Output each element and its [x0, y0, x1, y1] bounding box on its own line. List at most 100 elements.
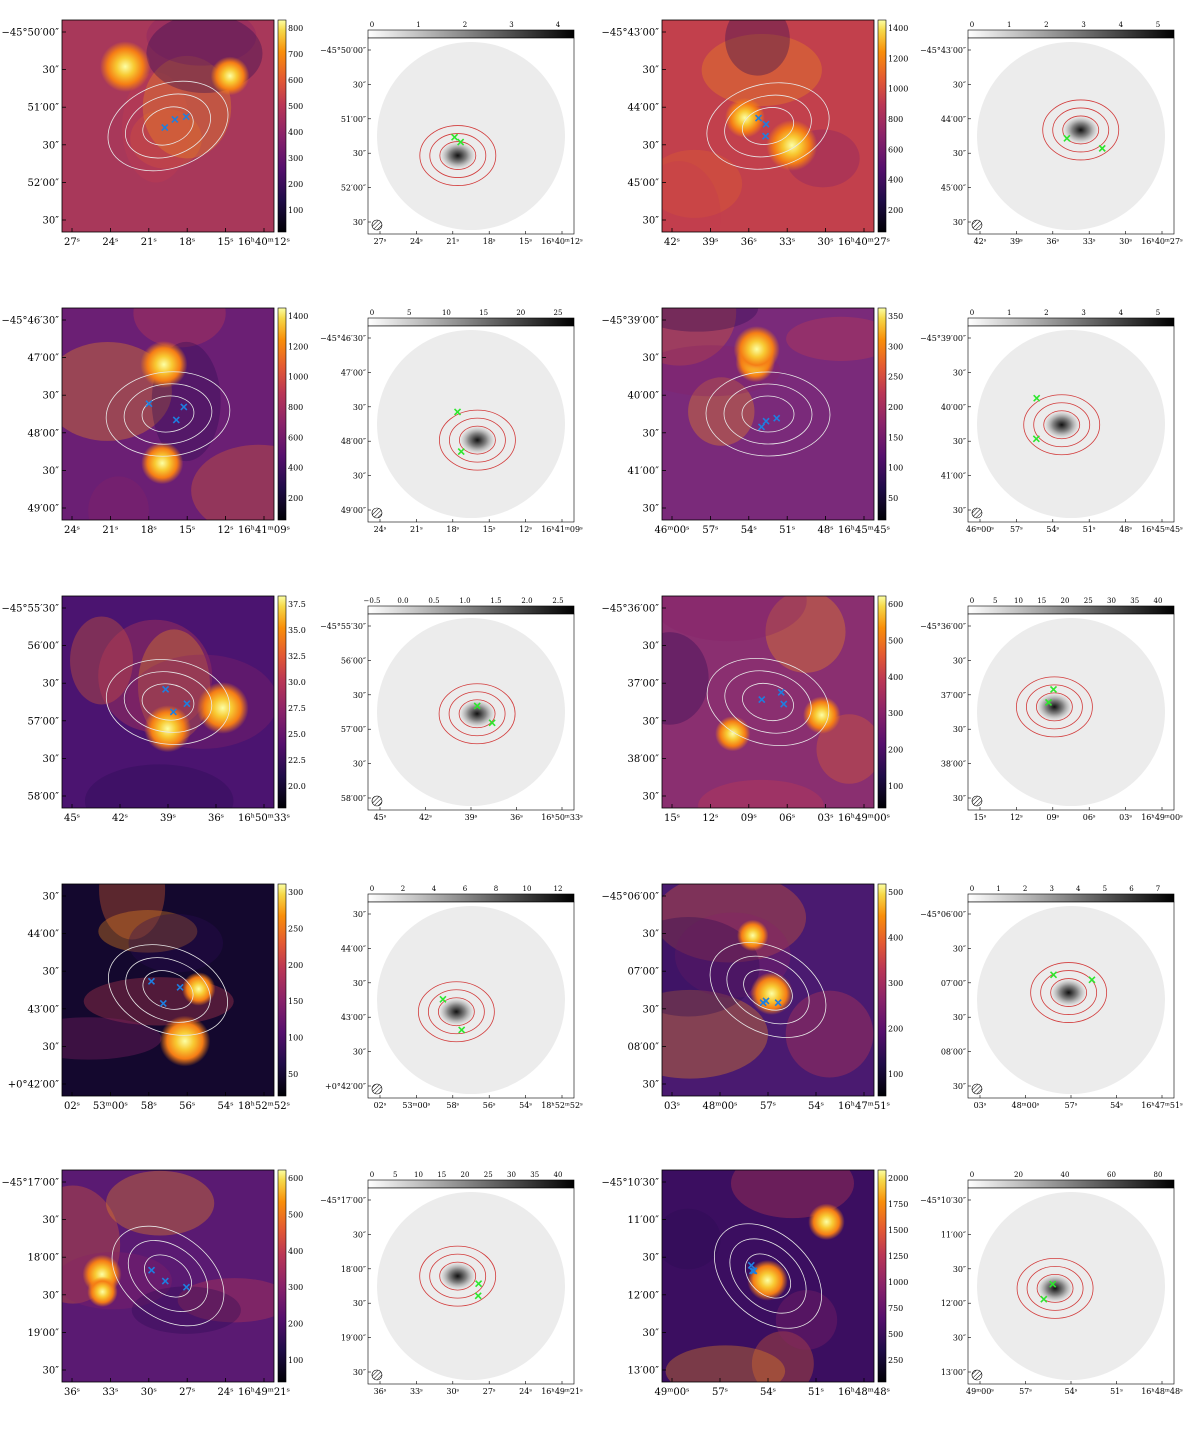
dec-tick-label: 48′00″ — [341, 437, 366, 446]
ra-tick-label: 27ˢ — [483, 1387, 496, 1396]
dec-tick-label: −45°43′00″ — [920, 46, 966, 55]
colorbar-tick-label: 30 — [1107, 597, 1116, 605]
ra-tick-label: 16ʰ41ᵐ09ˢ — [541, 525, 583, 534]
colorbar-tick-label: 1 — [1007, 309, 1011, 317]
dec-tick-label: −45°36′00″ — [601, 604, 659, 615]
ra-tick-label: 16ʰ49ᵐ00ˢ — [838, 813, 890, 824]
colorbar-tick-label: 250 — [888, 373, 903, 382]
ra-tick-label: 42ˢ — [974, 237, 987, 246]
source-marker-blue — [780, 700, 788, 708]
dec-tick-label: +0°42′00″ — [325, 1082, 366, 1091]
dec-tick-label: −45°10′30″ — [920, 1196, 966, 1205]
dec-tick-label: 51′00″ — [341, 115, 366, 124]
alma-map-panel: −0.5 0.0 0.5 1.0 1.5 2.0 2.5 45ˢ 42ˢ 39ˢ 36ˢ 16ʰ50ᵐ… — [320, 597, 583, 822]
dec-tick-label: 30″ — [43, 754, 60, 765]
ra-tick-label: 48ᵐ00ˢ — [1012, 1101, 1040, 1110]
ir-map-panel: 46ᵐ00ˢ 57ˢ 54ˢ 51ˢ 48ˢ 16ʰ45ᵐ45ˢ −45°39′00″ 30″… — [601, 307, 903, 536]
dec-tick-label: −45°39′00″ — [601, 316, 659, 327]
colorbar-tick-label: 600 — [288, 1174, 303, 1183]
ra-tick-label: 15ˢ — [218, 237, 234, 248]
colorbar-tick-label: 1750 — [888, 1200, 908, 1209]
colorbar-tick-label: 1 — [996, 885, 1000, 893]
colorbar-tick-label: 0 — [370, 885, 374, 893]
dec-tick-label: 38′00″ — [628, 754, 660, 765]
colorbar-ir — [277, 595, 287, 809]
dec-tick-label: 30″ — [353, 149, 366, 158]
colorbar-tick-label: 300 — [288, 154, 303, 163]
ra-tick-label: 36ˢ — [374, 1387, 387, 1396]
colorbar-tick-label: −0.5 — [364, 597, 381, 605]
dec-tick-label: 30″ — [353, 760, 366, 769]
colorbar-tick-label: 0 — [970, 597, 974, 605]
source-marker-blue — [161, 1277, 169, 1285]
dec-tick-label: 47′00″ — [341, 368, 366, 377]
source-marker-green — [1032, 435, 1040, 443]
colorbar-tick-label: 2 — [1023, 885, 1027, 893]
dec-tick-label: 44′00″ — [28, 929, 60, 940]
ra-tick-label: 16ʰ50ᵐ33ˢ — [238, 813, 290, 824]
ra-tick-label: 15ˢ — [483, 525, 496, 534]
alma-map-panel: 0 5 10 15 20 25 30 35 40 36ˢ 33ˢ 30ˢ 27ˢ 24ˢ 16ʰ49ᵐ21ˢ… — [320, 1171, 583, 1396]
dec-tick-label: 13′00″ — [628, 1366, 660, 1377]
dec-tick-label: 30″ — [953, 368, 966, 377]
dec-tick-label: 44′00″ — [628, 103, 660, 114]
colorbar-tick-label: 25.0 — [288, 730, 306, 739]
colorbar-tick-label: 10 — [523, 885, 532, 893]
colorbar-tick-label: 5 — [393, 1171, 397, 1179]
colorbar-tick-label: 37.5 — [288, 600, 306, 609]
dec-tick-label: 30″ — [643, 140, 660, 151]
ra-tick-label: 46ᵐ00ˢ — [966, 525, 994, 534]
colorbar-tick-label: 2.0 — [521, 597, 532, 605]
colorbar-tick-label: 2.5 — [552, 597, 563, 605]
ra-tick-label: 54ˢ — [760, 1387, 776, 1398]
ra-tick-label: 09ˢ — [741, 813, 757, 824]
alma-map-panel: 0 2 4 6 8 10 12 02ˢ 53ᵐ00ˢ 58ˢ 56ˢ 54ˢ 18ʰ52ᵐ52ˢ 30″ 4… — [325, 885, 583, 1110]
dec-tick-label: 30″ — [353, 472, 366, 481]
dec-tick-label: 30″ — [43, 216, 60, 227]
dec-tick-label: −45°46′30″ — [320, 334, 366, 343]
dec-tick-label: −45°06′00″ — [920, 910, 966, 919]
colorbar-tick-label: 6 — [463, 885, 468, 893]
ra-tick-label: 16ʰ48ᵐ48ˢ — [838, 1387, 890, 1398]
colorbar-tick-label: 35 — [1130, 597, 1139, 605]
colorbar-tick-label: 5 — [993, 597, 997, 605]
source-marker-green — [488, 719, 496, 727]
colorbar-tick-label: 1200 — [888, 54, 908, 63]
colorbar-alma — [367, 893, 575, 903]
ra-tick-label: 18ˢ — [179, 237, 195, 248]
colorbar-tick-label: 10 — [414, 1171, 423, 1179]
ra-tick-label: 16ʰ50ᵐ33ˢ — [541, 813, 583, 822]
dec-tick-label: 30″ — [953, 794, 966, 803]
ra-tick-label: 54ˢ — [741, 525, 757, 536]
colorbar-tick-label: 50 — [888, 494, 898, 503]
dec-tick-label: −45°06′00″ — [601, 892, 659, 903]
dec-tick-label: 30″ — [43, 391, 60, 402]
colorbar-tick-label: 3 — [1081, 309, 1085, 317]
source-marker-green — [1098, 144, 1106, 152]
colorbar-tick-label: 300 — [288, 888, 303, 897]
colorbar-tick-label: 100 — [288, 206, 303, 215]
colorbar-tick-label: 200 — [888, 1025, 903, 1034]
colorbar-alma — [967, 317, 1175, 327]
dec-tick-label: −45°17′00″ — [320, 1196, 366, 1205]
colorbar-tick-label: 50 — [288, 1070, 298, 1079]
dec-tick-label: 44′00″ — [341, 944, 366, 953]
dec-tick-label: 30″ — [353, 1048, 366, 1057]
colorbar-tick-label: 25 — [484, 1171, 493, 1179]
dec-tick-label: 30″ — [643, 65, 660, 76]
source-marker-blue — [159, 999, 167, 1007]
ra-tick-label: 56ˢ — [483, 1101, 496, 1110]
ra-tick-label: 54ˢ — [1065, 1387, 1078, 1396]
colorbar-tick-label: 0 — [370, 309, 374, 317]
dec-tick-label: 30″ — [43, 679, 60, 690]
colorbar-tick-label: 200 — [888, 403, 903, 412]
ra-tick-label: 16ʰ47ᵐ51ˢ — [1141, 1101, 1183, 1110]
dec-tick-label: 30″ — [953, 725, 966, 734]
dec-tick-label: 30″ — [43, 892, 60, 903]
colorbar-tick-label: 800 — [288, 24, 303, 33]
source-marker-green — [453, 408, 462, 416]
dec-tick-label: −45°39′00″ — [920, 334, 966, 343]
ra-tick-label: 16ʰ48ᵐ48ˢ — [1141, 1387, 1183, 1396]
ir-map-panel: 15ˢ 12ˢ 09ˢ 06ˢ 03ˢ 16ʰ49ᵐ00ˢ −45°36′00″ 30″ 37′… — [601, 595, 903, 824]
ra-tick-label: 21ˢ — [410, 525, 423, 534]
